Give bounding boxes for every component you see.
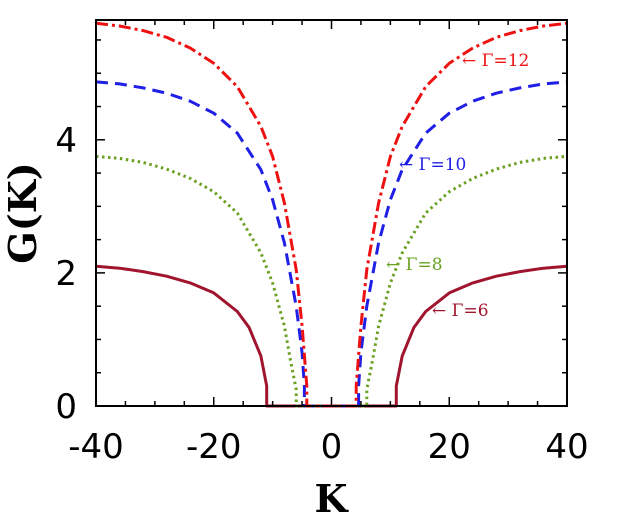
y-tick-label: 2 <box>55 254 77 294</box>
x-tick-label: 20 <box>428 427 471 467</box>
series-label-3: ← Γ=10 <box>399 155 466 175</box>
ticks-layer <box>95 20 568 407</box>
series-layer <box>95 21 568 408</box>
y-tick-label: 4 <box>55 121 77 161</box>
series-label-4: ← Γ=12 <box>462 51 529 71</box>
y-tick-label: 0 <box>55 387 77 427</box>
y-axis-title: G(K) <box>0 162 45 263</box>
labels-layer: -40 -20 0 20 40 0 2 4 ← Γ=6 ← Γ=8 ← Γ=10 ← Γ=12 <box>55 51 588 467</box>
series-line-4 <box>95 21 568 408</box>
series-line-2 <box>95 154 568 408</box>
x-tick-label: 40 <box>545 427 588 467</box>
x-tick-label: -20 <box>186 427 242 467</box>
series-line-3 <box>95 80 568 408</box>
series-line-1 <box>95 264 568 408</box>
series-label-2: ← Γ=8 <box>386 255 443 275</box>
plot-frame <box>95 19 568 407</box>
x-tick-label: -40 <box>68 427 124 467</box>
x-axis-title: K <box>314 476 349 520</box>
x-tick-label: 0 <box>321 427 343 467</box>
series-label-1: ← Γ=6 <box>432 301 489 321</box>
